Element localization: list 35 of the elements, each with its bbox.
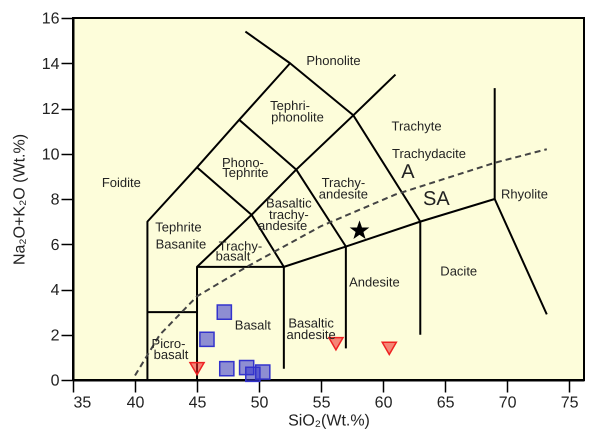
annotation: Trachy- — [218, 238, 262, 254]
annotation: Tephri- — [270, 98, 310, 114]
y-tick-label: 16 — [42, 10, 60, 28]
x-tick-label: 40 — [126, 394, 145, 412]
x-tick-label: 35 — [74, 394, 92, 412]
y-tick-label: 10 — [42, 146, 60, 164]
annotation: Trachyte — [392, 118, 442, 134]
annotation: Phonolite — [306, 52, 361, 68]
annotation: Trachydacite — [392, 146, 466, 161]
annotation: Basalt — [234, 318, 272, 333]
annotation: Tephrite — [155, 219, 202, 234]
x-tick-label: 70 — [498, 394, 517, 412]
annotation: Trachy- — [322, 175, 366, 190]
y-tick-label: 2 — [50, 327, 60, 344]
x-tick-label: 60 — [374, 394, 393, 412]
x-tick-label: 45 — [188, 394, 207, 412]
y-tick-label: 8 — [50, 192, 60, 208]
annotation: Andesite — [349, 274, 400, 290]
annotation: Dacite — [440, 263, 478, 278]
x-axis-title: SiO₂(Wt.%) — [288, 412, 370, 430]
y-tick-label: 4 — [50, 282, 60, 299]
x-tick-label: 65 — [436, 394, 455, 412]
y-tick-label: 6 — [50, 236, 60, 254]
annotation: A — [401, 160, 416, 183]
y-tick-label: 14 — [42, 56, 60, 73]
y-tick-label: 0 — [50, 372, 60, 390]
x-tick-label: 55 — [312, 394, 331, 412]
annotation: Rhyolite — [500, 186, 548, 202]
x-tick-label: 75 — [560, 394, 579, 412]
annotation: SA — [423, 188, 450, 210]
y-axis-title: Na₂O+K₂O (Wt.%) — [12, 134, 29, 266]
annotation: Foidite — [102, 175, 141, 190]
y-tick-label: 12 — [42, 101, 60, 118]
annotation: Basanite — [156, 236, 206, 252]
x-tick-label: 50 — [250, 394, 269, 412]
